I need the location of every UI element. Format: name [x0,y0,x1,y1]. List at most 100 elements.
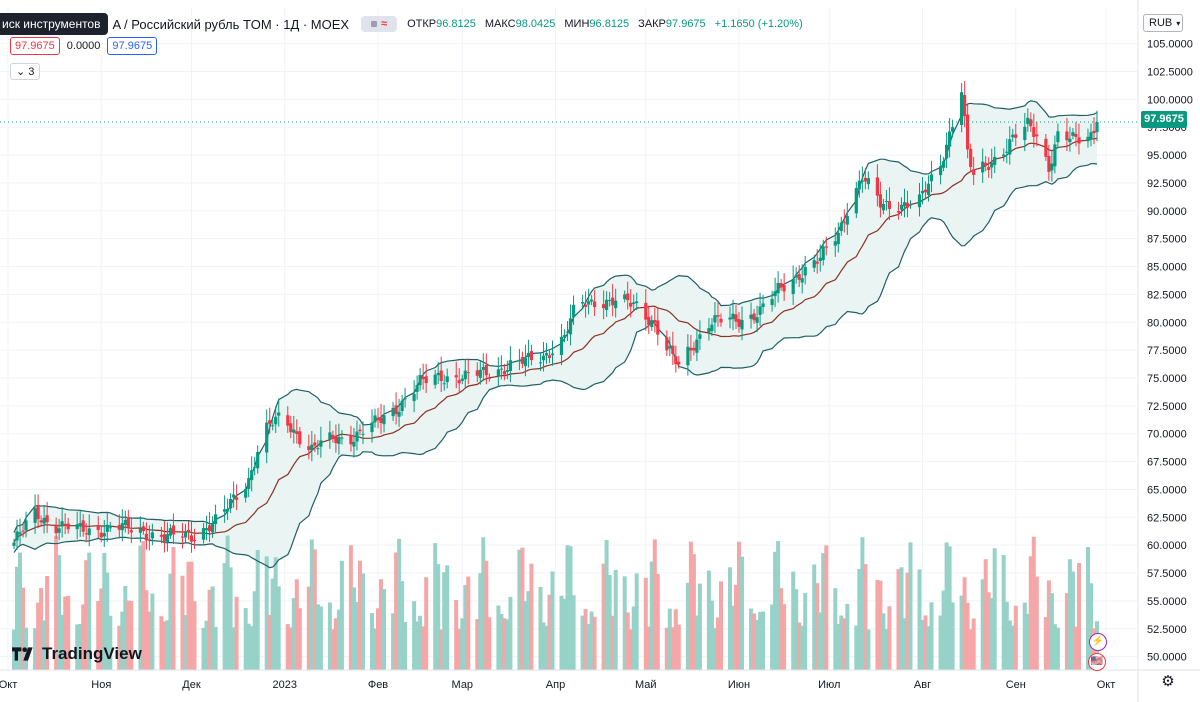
candle [896,201,901,220]
candle [1095,110,1099,142]
candle [1068,126,1072,152]
candle [562,329,567,343]
volume-bar [288,627,293,670]
candle [223,495,227,523]
candle [370,409,374,443]
candle [948,118,952,158]
candle [226,498,230,521]
candle [192,528,197,550]
volume-bar [839,615,844,670]
candle-body [340,437,344,439]
buy-price-button[interactable]: 97.9675 [107,37,158,55]
candle-body [126,517,130,529]
candle-body [496,369,500,377]
volume-bar [791,571,796,670]
volume-bar [908,542,913,670]
candle-body [529,351,533,361]
candle-body [186,529,191,533]
candle-body [223,509,227,512]
candle [942,156,946,172]
candle [439,356,443,393]
candle-body [791,279,795,295]
chevron-down-icon: ⌄ [16,66,26,78]
candle-body [403,398,407,400]
volume-bar [833,588,838,670]
open-value: ОТКР96.8125 [407,18,476,30]
volume-bar [1077,563,1081,670]
candle-body [550,353,555,356]
candle [189,521,194,553]
candle-body [981,161,985,173]
gear-icon[interactable]: ⚙ [1161,673,1175,690]
flag-icon[interactable]: 🇺🇸 [1088,653,1106,671]
candle-body [445,376,449,383]
candle [719,313,723,327]
volume-bar [649,561,654,670]
currency-selector[interactable]: RUB ▾ [1143,14,1183,32]
candle-body [632,302,636,304]
candle [770,290,774,312]
symbol-title[interactable]: A / Российский рубль TOM · 1Д · MOEX [112,16,350,32]
volume-bar [938,615,943,670]
candle [415,375,419,400]
candle [884,190,888,211]
candle [211,516,215,538]
candle-body [307,446,311,451]
candle [505,360,509,380]
candle-body [289,423,293,433]
candle-body [737,319,741,327]
candle [836,222,840,253]
volume-bar [1049,593,1054,670]
x-tick-label: 2023 [273,679,297,691]
candle-body [734,314,738,322]
volume-bar [1013,605,1018,670]
candle [710,318,714,337]
volume-bar [439,629,444,670]
candle [815,249,819,274]
candle [818,244,822,272]
candle [520,351,524,369]
volume-bar [580,615,585,670]
candle-body [1095,122,1099,133]
candle [716,302,720,327]
candle [993,146,997,174]
collapse-indicators-button[interactable]: ⌄ 3 [10,63,41,80]
candle-body [1035,134,1039,137]
symbol-search-button[interactable]: иск инструментов [0,13,109,35]
candle [478,361,482,385]
candle [204,515,209,541]
candle [623,290,627,303]
volume-bar [45,576,50,670]
candle-body [171,525,176,535]
candle [355,420,359,451]
volume-bar [752,613,757,670]
candle-body [593,301,597,307]
candle-body [466,372,470,374]
lightning-icon[interactable]: ⚡ [1089,633,1107,651]
volume-bar [664,627,669,670]
candle [917,182,922,217]
volume-bar [794,589,799,670]
candle-body [123,519,127,525]
candle [951,119,955,138]
candle-body [526,352,530,358]
tradingview-logo[interactable]: TradingView [12,644,142,664]
volume-bar [709,600,714,670]
candle [614,288,618,318]
candle [274,405,278,434]
x-tick-label: Мар [452,679,474,691]
candle-body [945,144,949,159]
candle [740,306,744,341]
candle-body [256,451,260,469]
volume-bar [866,629,871,670]
candle [782,273,786,301]
chart-mode-toggle[interactable]: ≈ [361,16,398,32]
candle [117,514,121,539]
candle [15,519,19,550]
candle-body [138,528,142,533]
candle [36,494,40,529]
sell-price-button[interactable]: 97.9675 [10,37,60,55]
candle [526,339,530,368]
candle-body [800,278,804,283]
